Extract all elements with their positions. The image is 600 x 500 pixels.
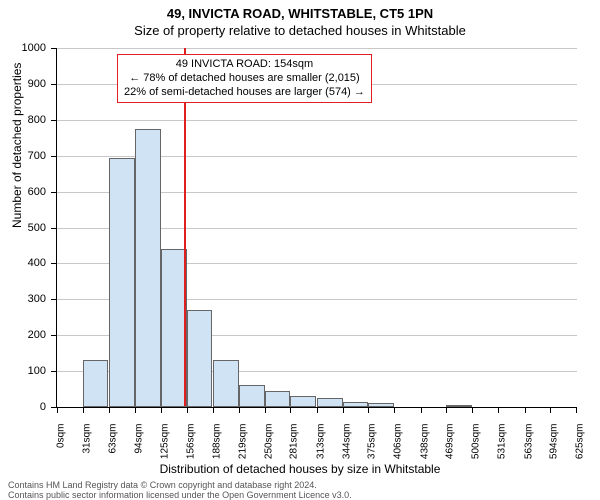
x-tick-label: 31sqm	[81, 424, 92, 454]
histogram-bar	[161, 249, 187, 407]
x-tick	[161, 407, 162, 413]
histogram-bar	[265, 391, 291, 407]
x-tick-label: 563sqm	[523, 424, 534, 460]
gridline	[57, 120, 577, 121]
histogram-bar	[239, 385, 265, 407]
x-tick-label: 156sqm	[185, 424, 196, 460]
y-tick-label: 400	[12, 257, 46, 269]
x-tick-label: 313sqm	[315, 424, 326, 460]
x-tick-label: 0sqm	[56, 424, 67, 448]
chart-container: 49, INVICTA ROAD, WHITSTABLE, CT5 1PN Si…	[0, 0, 600, 500]
y-tick	[51, 48, 57, 49]
histogram-bar	[290, 396, 316, 407]
x-tick-label: 281sqm	[289, 424, 300, 460]
x-tick-label: 406sqm	[393, 424, 404, 460]
y-tick-label: 200	[12, 329, 46, 341]
x-tick	[290, 407, 291, 413]
x-tick-label: 125sqm	[159, 424, 170, 460]
plot-area: 0sqm31sqm63sqm94sqm125sqm156sqm188sqm219…	[56, 48, 576, 408]
x-tick-label: 94sqm	[134, 424, 145, 454]
annotation-line-2: ← 78% of detached houses are smaller (2,…	[124, 72, 365, 86]
x-tick	[213, 407, 214, 413]
y-tick-label: 300	[12, 293, 46, 305]
x-tick-label: 594sqm	[549, 424, 560, 460]
annotation-line-1: 49 INVICTA ROAD: 154sqm	[124, 58, 365, 72]
x-tick-label: 344sqm	[341, 424, 352, 460]
x-tick-label: 63sqm	[108, 424, 119, 454]
x-tick	[343, 407, 344, 413]
gridline	[57, 48, 577, 49]
x-tick	[498, 407, 499, 413]
annotation-line-3: 22% of semi-detached houses are larger (…	[124, 86, 365, 100]
histogram-bar	[135, 129, 161, 407]
plot-frame: 0sqm31sqm63sqm94sqm125sqm156sqm188sqm219…	[56, 48, 576, 408]
x-tick	[368, 407, 369, 413]
y-tick	[51, 156, 57, 157]
y-tick	[51, 335, 57, 336]
histogram-bar	[446, 405, 472, 407]
histogram-bar	[368, 403, 394, 407]
x-tick	[135, 407, 136, 413]
y-tick	[51, 371, 57, 372]
x-tick	[525, 407, 526, 413]
y-tick-label: 100	[12, 365, 46, 377]
y-tick	[51, 192, 57, 193]
x-tick-label: 250sqm	[263, 424, 274, 460]
footer-line-1: Contains HM Land Registry data © Crown c…	[8, 480, 317, 490]
y-tick-label: 600	[12, 186, 46, 198]
x-tick-label: 188sqm	[212, 424, 223, 460]
y-tick-label: 900	[12, 78, 46, 90]
x-tick-label: 219sqm	[237, 424, 248, 460]
histogram-bar	[317, 398, 343, 407]
annotation-box: 49 INVICTA ROAD: 154sqm← 78% of detached…	[117, 54, 372, 103]
x-tick-label: 531sqm	[496, 424, 507, 460]
x-tick	[394, 407, 395, 413]
y-tick	[51, 299, 57, 300]
x-tick	[317, 407, 318, 413]
x-tick-label: 500sqm	[471, 424, 482, 460]
x-tick	[472, 407, 473, 413]
x-tick	[83, 407, 84, 413]
chart-subtitle: Size of property relative to detached ho…	[0, 21, 600, 38]
chart-title-address: 49, INVICTA ROAD, WHITSTABLE, CT5 1PN	[0, 0, 600, 21]
y-tick	[51, 263, 57, 264]
histogram-bar	[343, 402, 369, 407]
x-tick	[187, 407, 188, 413]
histogram-bar	[187, 310, 213, 407]
x-tick	[446, 407, 447, 413]
histogram-bar	[83, 360, 109, 407]
x-tick	[550, 407, 551, 413]
y-tick-label: 800	[12, 114, 46, 126]
x-tick	[57, 407, 58, 413]
x-tick	[421, 407, 422, 413]
x-tick-label: 375sqm	[367, 424, 378, 460]
y-tick-label: 1000	[12, 42, 46, 54]
y-tick-label: 700	[12, 150, 46, 162]
y-tick	[51, 84, 57, 85]
x-tick-label: 469sqm	[445, 424, 456, 460]
y-tick	[51, 120, 57, 121]
x-tick	[265, 407, 266, 413]
histogram-bar	[109, 158, 135, 408]
x-tick	[576, 407, 577, 413]
histogram-bar	[213, 360, 239, 407]
x-axis-label: Distribution of detached houses by size …	[0, 462, 600, 476]
x-tick	[239, 407, 240, 413]
x-tick-label: 438sqm	[419, 424, 430, 460]
x-tick-label: 625sqm	[575, 424, 586, 460]
y-tick-label: 0	[12, 401, 46, 413]
y-tick-label: 500	[12, 222, 46, 234]
y-tick	[51, 228, 57, 229]
footer-line-2: Contains public sector information licen…	[8, 490, 352, 500]
x-tick	[109, 407, 110, 413]
